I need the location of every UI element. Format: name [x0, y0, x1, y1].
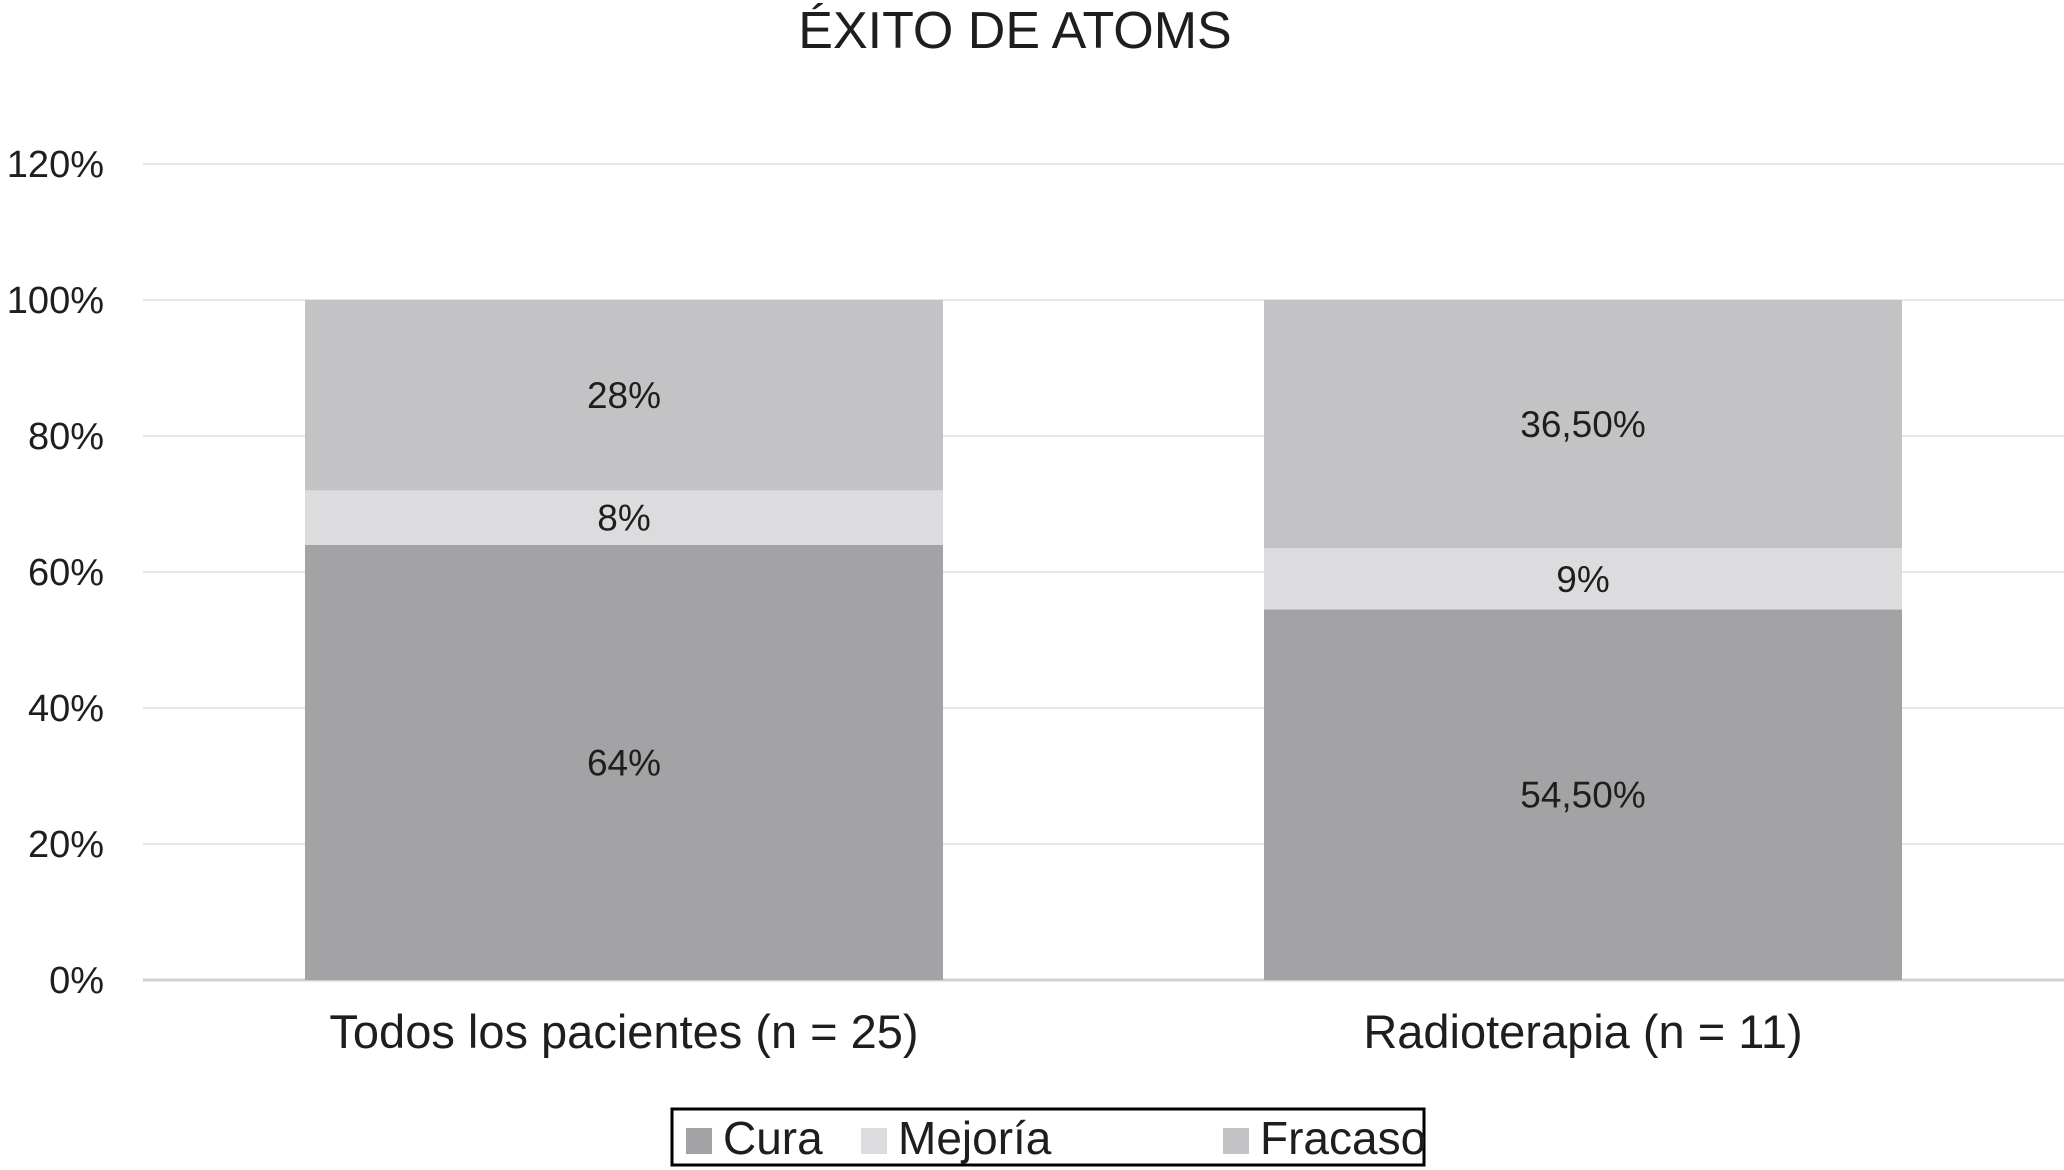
data-label: 28%	[587, 375, 661, 416]
legend-frame	[670, 1107, 1426, 1167]
data-label: 64%	[587, 742, 661, 783]
y-tick-label: 80%	[28, 416, 104, 458]
data-label: 36,50%	[1520, 404, 1646, 445]
x-tick-label: Todos los pacientes (n = 25)	[329, 1005, 918, 1058]
y-axis-tick-labels: 0% 20% 40% 60% 80% 100% 120%	[7, 144, 104, 1002]
chart-title: ÉXITO DE ATOMS	[798, 2, 1231, 60]
data-label: 54,50%	[1520, 775, 1646, 816]
y-tick-label: 40%	[28, 688, 104, 730]
legend-label: Cura	[723, 1112, 823, 1164]
y-tick-label: 100%	[7, 280, 104, 322]
data-label: 8%	[597, 498, 650, 539]
data-label: 9%	[1556, 559, 1609, 600]
x-axis-category-labels: Todos los pacientes (n = 25) Radioterapia…	[329, 1005, 1802, 1058]
bar-segment-mejor-a	[305, 490, 943, 545]
segment-labels: 64% 8% 28% 54,50% 9% 36,50%	[587, 375, 1646, 816]
y-tick-label: 0%	[49, 960, 104, 1002]
bar-stacks	[305, 300, 1902, 980]
bar-segment-cura	[1264, 609, 1902, 980]
legend-swatch	[861, 1128, 887, 1154]
legend-label: Mejoría	[898, 1112, 1052, 1164]
bar-segment-fracaso	[1264, 300, 1902, 549]
legend: Cura Mejoría Fracaso	[670, 1107, 1426, 1167]
legend-swatch	[686, 1128, 712, 1154]
y-tick-label: 20%	[28, 824, 104, 866]
legend-swatch	[1223, 1128, 1249, 1154]
y-tick-label: 60%	[28, 552, 104, 594]
y-tick-label: 120%	[7, 144, 104, 186]
x-tick-label: Radioterapia (n = 11)	[1363, 1005, 1802, 1058]
bar-segment-mejor-a	[1264, 548, 1902, 610]
bar-segment-cura	[305, 544, 943, 980]
legend-label: Fracaso	[1260, 1112, 1426, 1164]
bar-segment-fracaso	[305, 300, 943, 491]
